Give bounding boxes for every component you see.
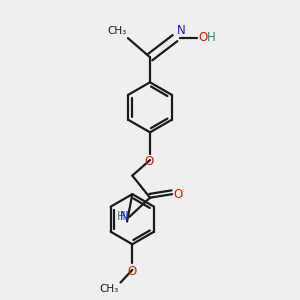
Text: O: O	[174, 188, 183, 201]
Text: O: O	[198, 31, 208, 44]
Text: N: N	[120, 210, 129, 223]
Text: O: O	[127, 265, 136, 278]
Text: H: H	[117, 210, 126, 223]
Text: O: O	[145, 155, 154, 168]
Text: CH₃: CH₃	[100, 284, 119, 294]
Text: CH₃: CH₃	[107, 26, 126, 36]
Text: N: N	[176, 24, 185, 37]
Text: H: H	[206, 31, 215, 44]
